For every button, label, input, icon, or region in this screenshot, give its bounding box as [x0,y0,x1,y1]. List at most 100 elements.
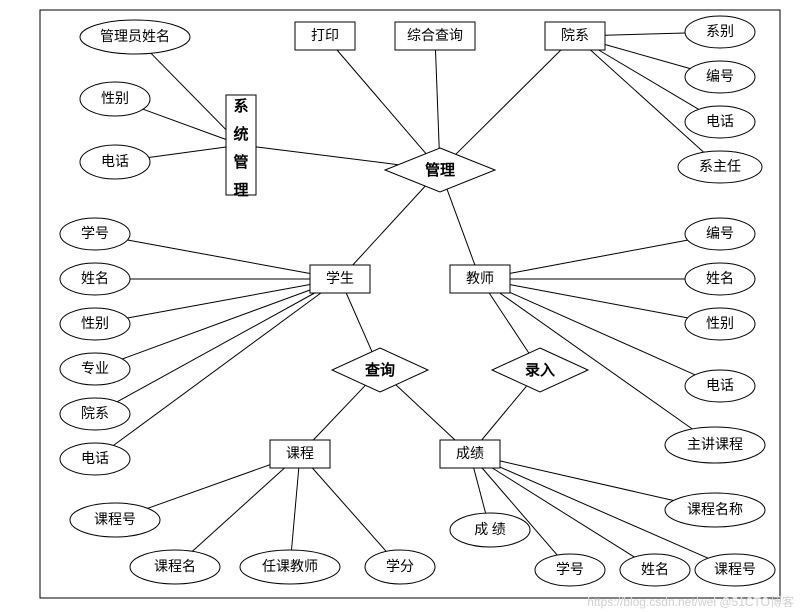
edge-student-stu_dept [117,293,314,402]
edge-teacher-tch_no [510,240,688,273]
edge-student-stu_tel [114,293,321,445]
label-sc_crsno: 课程号 [714,562,756,578]
edge-manage-student [353,186,425,265]
node-dept_no: 编号 [685,61,755,93]
edge-course-crs_no [148,465,270,509]
node-crs_credit: 学分 [365,550,435,584]
label-crs_no: 课程号 [94,512,136,528]
node-stu_no: 学号 [60,218,130,250]
label-print: 打印 [311,27,339,44]
node-sc_crsname: 课程名称 [665,493,765,527]
node-sc_name: 姓名 [620,554,690,586]
node-luru: 录入 [492,348,588,392]
watermark: https://blog.csdn.net/wei @51CTO博客 [587,594,794,609]
edge-student-stu_no [128,240,311,274]
edge-teacher-luru [489,293,529,353]
node-sc_crsno: 课程号 [695,554,775,586]
label-sysmgr-0: 系 [233,98,248,115]
label-query: 综合查询 [407,28,463,44]
label-chaxun: 查询 [365,361,395,379]
label-sc_crsname: 课程名称 [687,502,743,518]
node-manage: 管理 [385,148,495,192]
node-score: 成绩 [440,440,500,468]
node-course: 课程 [270,440,330,468]
label-score: 成绩 [456,446,484,462]
label-tch_tel: 电话 [706,378,734,394]
node-crs_no: 课程号 [70,503,160,537]
edge-dept-manage [456,50,561,154]
label-sc_name: 姓名 [641,562,669,578]
edge-teacher-tch_sex [510,285,688,318]
label-manage: 管理 [425,161,455,179]
edges-layer [114,33,709,558]
label-stu_name: 姓名 [81,271,109,287]
label-sysmgr-1: 统 [233,125,248,143]
edge-chaxun-score [396,385,455,440]
label-stu_no: 学号 [81,226,109,242]
node-tch_tel: 电话 [685,370,755,402]
edge-score-sc_crsname [500,461,674,501]
edge-dept-dept_tel [599,50,699,109]
node-sc_no: 学号 [535,554,605,586]
label-dept: 院系 [561,28,589,44]
node-sysmgr: 系统管理 [226,95,256,199]
node-print: 打印 [295,22,355,50]
node-tch_no: 编号 [685,218,755,250]
edge-student-stu_sex [128,285,311,319]
edge-student-stu_major [122,290,310,359]
node-stu_major: 专业 [60,353,130,385]
edge-course-crs_name [192,468,284,551]
node-sc_score: 成 绩 [450,513,530,547]
label-crs_name: 课程名 [154,559,196,575]
label-stu_sex: 性别 [81,316,109,332]
label-teacher: 教师 [466,271,494,287]
node-dept_type: 系别 [685,16,755,48]
edge-manage-teacher [447,189,475,265]
label-dept_tel: 电话 [706,114,734,130]
label-crs_teacher: 任课教师 [262,559,318,575]
er-diagram: 管理员姓名性别电话打印综合查询院系系别编号电话系主任系统管理管理学号姓名性别专业… [0,0,804,612]
edge-dept-dept_no [605,45,690,69]
edge-dept-dept_type [605,33,685,35]
node-student: 学生 [310,265,370,293]
node-stu_tel: 电话 [60,443,130,475]
node-admin_sex: 性别 [80,82,150,116]
label-admin_name: 管理员姓名 [100,29,170,45]
node-tch_sex: 性别 [685,308,755,340]
edge-chaxun-course [313,385,365,440]
edge-luru-score [482,386,527,440]
label-sysmgr-3: 理 [233,182,248,199]
edge-print-manage [337,50,426,154]
label-luru: 录入 [525,362,555,379]
label-sc_no: 学号 [556,562,584,578]
label-dept_head: 系主任 [699,159,741,175]
node-crs_name: 课程名 [130,550,220,584]
node-stu_sex: 性别 [60,308,130,340]
node-chaxun: 查询 [332,348,428,392]
label-tch_sex: 性别 [706,316,734,332]
node-dept: 院系 [545,22,605,50]
node-query: 综合查询 [395,22,475,50]
edge-admin_name-sysmgr [151,53,226,129]
label-crs_credit: 学分 [386,559,414,575]
label-dept_no: 编号 [706,69,734,85]
label-course: 课程 [286,446,314,462]
label-student: 学生 [326,271,354,287]
edge-score-sc_score [474,468,486,513]
node-teacher: 教师 [450,265,510,293]
node-dept_tel: 电话 [685,106,755,138]
edge-course-crs_teacher [292,468,299,550]
node-tch_name: 姓名 [685,263,755,295]
label-admin_tel: 电话 [101,154,129,170]
edge-student-chaxun [346,293,372,352]
edge-dept-dept_head [591,50,704,152]
label-tch_no: 编号 [706,226,734,242]
label-admin_sex: 性别 [101,91,129,107]
label-sysmgr-2: 管 [233,153,248,171]
label-dept_type: 系别 [706,24,734,40]
edge-sysmgr-manage [256,147,398,165]
label-tch_course: 主讲课程 [687,437,743,453]
edge-course-crs_credit [312,468,386,551]
edge-admin_sex-sysmgr [143,109,226,139]
label-stu_dept: 院系 [81,406,109,422]
